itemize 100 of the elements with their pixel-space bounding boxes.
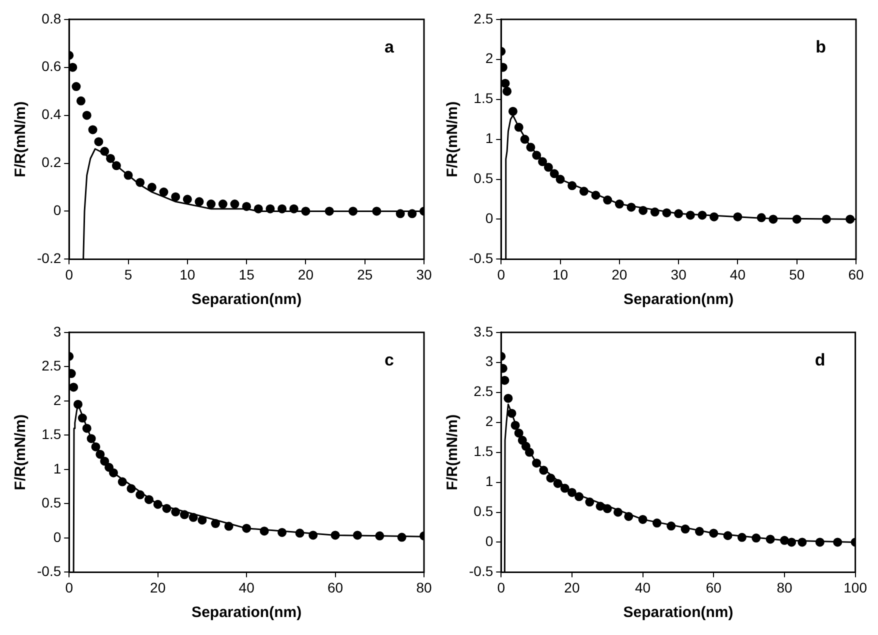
y-tick-label: 2 (485, 50, 494, 66)
point (567, 488, 576, 497)
annotation: d (814, 350, 826, 370)
y-axis-title: F/R(mN/m) (444, 414, 462, 490)
y-tick-label: 0.8 (42, 10, 62, 26)
x-tick-label: 40 (635, 579, 651, 596)
point (278, 528, 287, 537)
point (780, 536, 789, 545)
point (544, 162, 553, 172)
point (504, 394, 513, 403)
y-tick-label: 1.5 (42, 426, 62, 442)
y-tick-label: 1 (485, 130, 494, 146)
y-tick-label: 0.5 (42, 494, 62, 511)
point (224, 522, 234, 531)
y-tick-label: 1 (53, 460, 62, 476)
point (396, 209, 405, 218)
point (733, 212, 742, 222)
point (171, 192, 180, 202)
annotation: b (816, 38, 826, 57)
point (698, 210, 707, 220)
point (162, 504, 172, 513)
x-axis-title: Separation(nm) (192, 291, 302, 308)
y-tick-label: 1 (485, 473, 494, 490)
point (108, 468, 118, 478)
point (624, 512, 634, 521)
point (502, 86, 512, 96)
point (737, 532, 746, 542)
point (520, 134, 530, 144)
point (78, 414, 87, 423)
x-tick-label: 50 (789, 266, 805, 282)
x-axis-title: Separation(nm) (624, 291, 734, 308)
point (709, 528, 718, 538)
x-tick-label: 5 (124, 266, 132, 282)
point (710, 212, 719, 222)
point (768, 214, 778, 224)
y-tick-label: 2.5 (474, 10, 494, 26)
point (650, 208, 660, 217)
point (397, 532, 406, 542)
x-tick-label: 80 (776, 579, 792, 596)
y-tick-label: 0.5 (474, 170, 494, 186)
y-tick-label: 2.5 (474, 383, 494, 400)
point (118, 477, 127, 486)
point (666, 522, 676, 531)
y-tick-label: -0.5 (469, 250, 494, 266)
point (532, 150, 542, 160)
point (266, 204, 275, 214)
point (686, 210, 695, 220)
point (508, 106, 518, 116)
point (100, 146, 110, 156)
point (375, 531, 384, 540)
point (171, 507, 180, 516)
point (112, 161, 121, 170)
y-tick-label: 0 (53, 528, 62, 545)
point (752, 534, 761, 543)
point (308, 530, 318, 540)
point (94, 137, 104, 146)
point (408, 209, 417, 218)
y-tick-label: 3.5 (474, 323, 494, 340)
point (766, 534, 775, 544)
point (514, 428, 524, 438)
point (69, 382, 78, 392)
point (638, 206, 648, 215)
point (614, 200, 624, 209)
point (652, 518, 662, 528)
x-tick-label: 60 (706, 579, 722, 596)
point (324, 206, 334, 216)
x-tick-label: 30 (670, 266, 687, 282)
y-tick-label: 2 (53, 392, 62, 408)
point (188, 512, 198, 522)
point (526, 142, 536, 152)
x-tick-label: 40 (730, 266, 746, 282)
point (91, 442, 100, 452)
point (556, 174, 565, 184)
point (88, 125, 98, 134)
x-tick-label: 0 (65, 579, 74, 596)
point (507, 408, 516, 418)
point (846, 214, 855, 224)
x-tick-label: 60 (848, 266, 864, 282)
point (560, 484, 570, 493)
point (579, 186, 588, 196)
x-tick-label: 10 (180, 266, 196, 282)
x-tick-label: 60 (327, 579, 344, 596)
point (585, 498, 594, 507)
point (242, 524, 252, 533)
x-tick-label: 20 (150, 579, 166, 596)
point (532, 458, 542, 468)
point (136, 178, 145, 187)
point (822, 214, 831, 224)
x-tick-label: 0 (497, 266, 506, 282)
point (330, 530, 340, 540)
point (798, 538, 807, 547)
point (218, 200, 228, 209)
point (100, 456, 110, 466)
point (147, 182, 156, 192)
x-tick-label: 0 (497, 579, 506, 596)
point (662, 208, 672, 218)
point (295, 528, 304, 538)
point (787, 538, 796, 547)
point (815, 538, 824, 547)
point (603, 196, 612, 205)
